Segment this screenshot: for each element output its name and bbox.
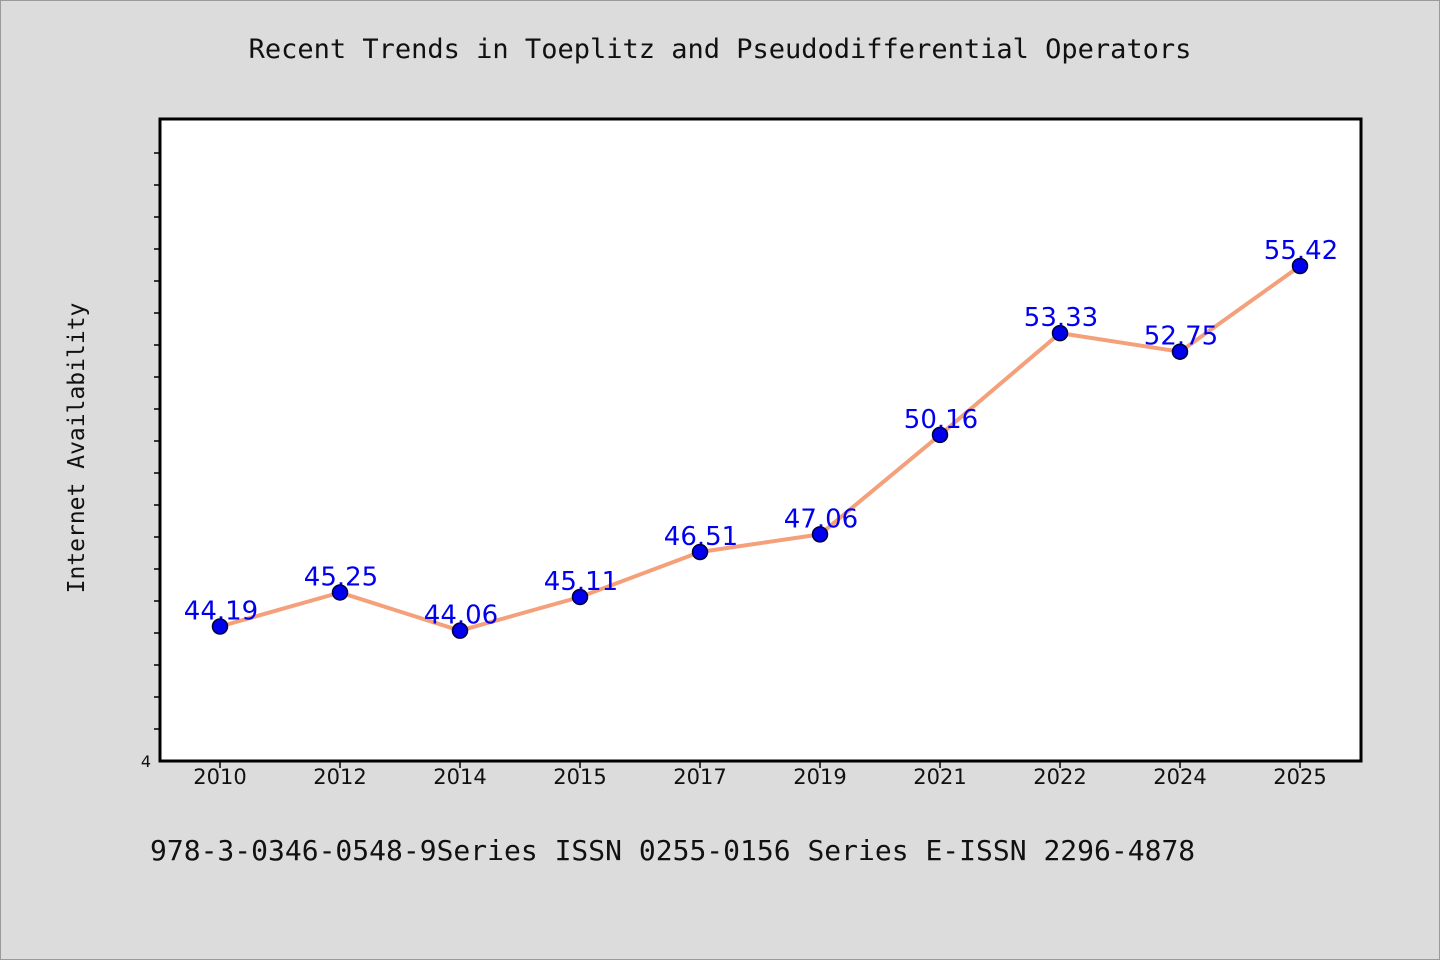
y-ticks: 4: [141, 152, 160, 771]
plot-area: [158, 117, 1363, 763]
x-tick-label: 2012: [313, 765, 366, 789]
series-line: [218, 264, 1302, 633]
x-tick-label: 2015: [553, 765, 606, 789]
x-tick-label: 2010: [193, 765, 246, 789]
data-point: [1291, 257, 1309, 275]
x-tick-label: 2025: [1273, 765, 1326, 789]
y-tick-label: 4: [141, 752, 151, 771]
footer-isbn: 978-3-0346-0548-9Series ISSN 0255-0156 S…: [150, 834, 1196, 867]
data-point: [931, 426, 949, 444]
data-point: [691, 543, 709, 561]
data-points: [211, 257, 1309, 639]
x-tick-label: 2014: [433, 765, 486, 789]
data-point: [331, 584, 349, 601]
x-tick-label: 2019: [793, 765, 846, 789]
x-tick-label: 2017: [673, 765, 726, 789]
x-tick-label: 2021: [913, 765, 966, 789]
data-point: [571, 588, 589, 606]
data-point: [451, 622, 469, 639]
data-point: [211, 618, 229, 635]
chart-title: Recent Trends in Toeplitz and Pseudodiff…: [248, 34, 1192, 65]
data-point: [1051, 324, 1069, 342]
x-ticks: 2010 2012 2014 2015 2017 2019 2021 2022 2024 2025: [193, 761, 1327, 789]
data-point: [1171, 343, 1189, 360]
x-tick-label: 2022: [1033, 765, 1086, 789]
x-tick-label: 2024: [1153, 765, 1206, 789]
data-point: [811, 526, 829, 543]
